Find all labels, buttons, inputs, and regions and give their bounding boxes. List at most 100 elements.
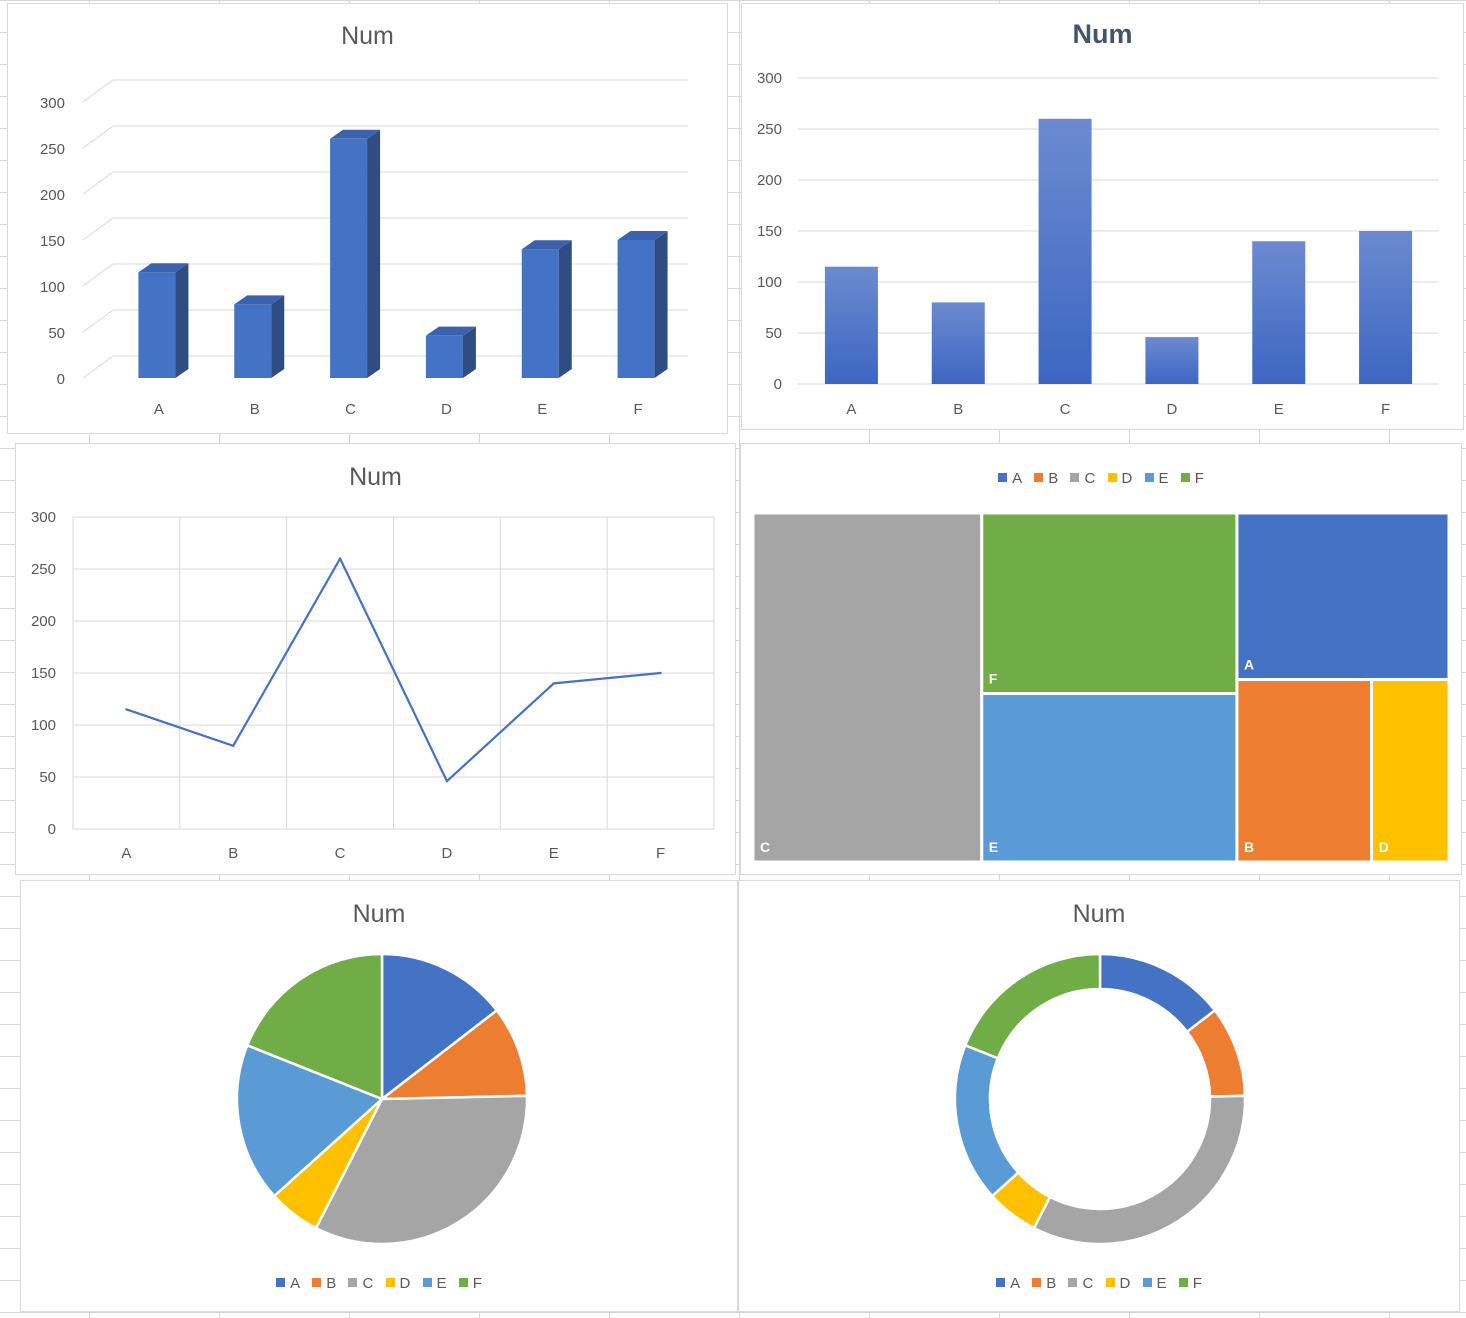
legend-item-c[interactable]: C <box>348 1275 373 1292</box>
bar-b <box>931 302 985 384</box>
legend-item-d[interactable]: D <box>385 1275 411 1292</box>
chart-3d-column-panel[interactable]: Num 0 50 100 150 200 250 300 A B C D E F <box>7 3 728 434</box>
legend: A B C D E F <box>21 1275 737 1292</box>
gridline-side <box>82 263 114 287</box>
y-tick-label: 0 <box>57 371 65 388</box>
chart-doughnut-panel[interactable]: Num A B C D E F <box>738 880 1460 1312</box>
chart-pie-panel[interactable]: Num A B C D E F <box>20 880 738 1312</box>
doughnut-slice-c <box>1032 1094 1247 1246</box>
chart-title: Num <box>349 463 402 491</box>
legend-item-f[interactable]: F <box>1178 1275 1202 1292</box>
chart-line-panel[interactable]: Num 0 50 100 150 200 250 300 A B C D E F <box>15 443 736 875</box>
legend-swatch-a <box>276 1278 286 1287</box>
x-tick-label: E <box>1274 401 1284 418</box>
legend-label: D <box>399 1275 411 1292</box>
treemap-tile-d <box>1370 678 1451 864</box>
bar-d <box>425 326 476 378</box>
bar-front <box>138 272 176 378</box>
legend-item-c[interactable]: C <box>1070 470 1095 487</box>
point-c <box>338 557 342 560</box>
legend-label: E <box>1158 470 1169 487</box>
legend-swatch-c <box>1070 473 1080 482</box>
legend-swatch-d <box>385 1278 395 1287</box>
y-tick-label: 300 <box>40 95 65 112</box>
bar-a <box>824 266 878 384</box>
chart-column-plot: 0 50 100 150 200 250 300 A B C D E F <box>757 70 1439 418</box>
legend-label: A <box>1012 470 1023 487</box>
x-tick-label: A <box>121 845 131 862</box>
legend-item-d[interactable]: D <box>1105 1275 1131 1292</box>
legend-label: C <box>1082 1275 1094 1292</box>
gridline-side <box>82 309 114 333</box>
legend-item-f[interactable]: F <box>458 1275 482 1292</box>
y-tick-label: 150 <box>757 223 782 240</box>
legend-label: F <box>472 1275 482 1292</box>
bar-side <box>175 263 189 378</box>
bar-front <box>330 138 368 378</box>
bar-top <box>138 263 189 273</box>
bar-top <box>425 326 476 336</box>
y-tick-label: 100 <box>757 274 782 291</box>
legend-item-e[interactable]: E <box>1144 470 1169 487</box>
y-tick-label: 250 <box>757 121 782 138</box>
x-tick-label: A <box>154 401 164 418</box>
legend-item-a[interactable]: A <box>998 470 1022 487</box>
bar-side <box>654 231 668 378</box>
legend-item-e[interactable]: E <box>422 1275 447 1292</box>
legend-item-b[interactable]: B <box>312 1275 336 1292</box>
bar-side <box>462 326 476 378</box>
point-a <box>125 708 128 711</box>
legend-label: D <box>1119 1275 1131 1292</box>
chart-treemap-panel[interactable]: A B C D E F C F E A B D <box>740 443 1462 875</box>
legend-item-e[interactable]: E <box>1142 1275 1167 1292</box>
y-tick-label: 200 <box>757 172 782 189</box>
legend-swatch-b <box>1034 473 1044 482</box>
y-tick-label: 150 <box>31 665 56 682</box>
legend-label: A <box>290 1275 301 1292</box>
chart-column-panel[interactable]: Num 0 50 100 150 200 250 300 A B C D E F <box>741 3 1464 430</box>
point-b <box>232 744 235 747</box>
doughnut-slice-e <box>953 1044 1020 1198</box>
chart-line-plot: 0 50 100 150 200 250 300 A B C D E F <box>31 509 715 862</box>
legend-swatch-d <box>1107 473 1117 482</box>
legend-label: F <box>1194 470 1204 487</box>
doughnut-slice-f <box>964 952 1102 1060</box>
legend-label: F <box>1192 1275 1202 1292</box>
legend-label: A <box>1010 1275 1021 1292</box>
legend-item-b[interactable]: B <box>1034 470 1058 487</box>
treemap-label-c: C <box>760 839 770 855</box>
legend-swatch-e <box>1142 1278 1152 1287</box>
y-tick-label: 300 <box>757 70 782 87</box>
legend-label: C <box>1084 470 1096 487</box>
legend-item-a[interactable]: A <box>276 1275 300 1292</box>
legend-swatch-b <box>1032 1278 1042 1287</box>
y-tick-label: 150 <box>40 233 65 250</box>
legend-item-f[interactable]: F <box>1180 470 1204 487</box>
x-tick-label: E <box>537 401 547 418</box>
x-tick-label: C <box>335 845 346 862</box>
legend-item-b[interactable]: B <box>1032 1275 1056 1292</box>
x-tick-label: F <box>1381 401 1390 418</box>
treemap-label-d: D <box>1379 839 1389 855</box>
legend: A B C D E F <box>741 470 1461 487</box>
bar-front <box>234 304 272 378</box>
bar-d <box>1145 337 1199 384</box>
legend-swatch-f <box>1178 1278 1188 1287</box>
y-tick-label: 0 <box>48 821 56 838</box>
point-e <box>552 682 555 685</box>
x-tick-label: F <box>633 401 642 418</box>
treemap-tile-a <box>1235 511 1451 682</box>
treemap-label-b: B <box>1244 839 1254 855</box>
bar-top <box>617 231 668 240</box>
x-tick-label: C <box>345 401 356 418</box>
treemap-tile-c <box>751 511 984 864</box>
y-tick-label: 50 <box>765 325 782 342</box>
legend-item-c[interactable]: C <box>1068 1275 1093 1292</box>
x-tick-label: E <box>549 845 559 862</box>
chart-doughnut-plot <box>953 952 1247 1246</box>
legend-item-a[interactable]: A <box>996 1275 1020 1292</box>
legend-swatch-c <box>348 1278 358 1287</box>
treemap-label-f: F <box>989 671 998 687</box>
legend-swatch-f <box>458 1278 468 1287</box>
legend-item-d[interactable]: D <box>1107 470 1132 487</box>
